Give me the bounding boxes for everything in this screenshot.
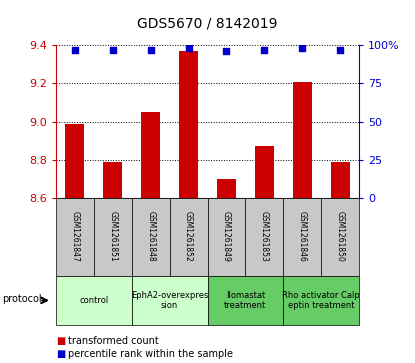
Point <box>110 47 116 53</box>
Point <box>299 45 305 51</box>
Point <box>223 49 230 54</box>
Text: GSM1261850: GSM1261850 <box>336 211 344 262</box>
Text: control: control <box>79 296 108 305</box>
Text: ■: ■ <box>56 336 65 346</box>
Bar <box>331 162 349 198</box>
Text: EphA2-overexpres
sion: EphA2-overexpres sion <box>131 291 208 310</box>
Text: ■: ■ <box>56 349 65 359</box>
Text: GSM1261853: GSM1261853 <box>260 211 269 262</box>
Point <box>337 47 343 53</box>
Bar <box>103 162 122 198</box>
Text: transformed count: transformed count <box>68 336 159 346</box>
Text: GSM1261851: GSM1261851 <box>108 212 117 262</box>
Point <box>72 47 78 53</box>
Point <box>147 47 154 53</box>
Bar <box>66 123 84 198</box>
Bar <box>141 112 160 198</box>
Point <box>185 45 192 51</box>
Point <box>261 47 268 53</box>
Bar <box>255 146 274 198</box>
Bar <box>293 82 312 198</box>
Bar <box>217 179 236 198</box>
Text: GSM1261848: GSM1261848 <box>146 212 155 262</box>
Text: GSM1261846: GSM1261846 <box>298 211 307 262</box>
Text: GDS5670 / 8142019: GDS5670 / 8142019 <box>137 16 278 30</box>
Text: GSM1261852: GSM1261852 <box>184 212 193 262</box>
Text: percentile rank within the sample: percentile rank within the sample <box>68 349 234 359</box>
Text: GSM1261847: GSM1261847 <box>71 211 79 262</box>
Bar <box>179 51 198 198</box>
Text: GSM1261849: GSM1261849 <box>222 211 231 262</box>
Text: Rho activator Calp
eptin treatment: Rho activator Calp eptin treatment <box>282 291 360 310</box>
Text: Ilomastat
treatment: Ilomastat treatment <box>224 291 266 310</box>
Text: protocol: protocol <box>2 294 42 303</box>
